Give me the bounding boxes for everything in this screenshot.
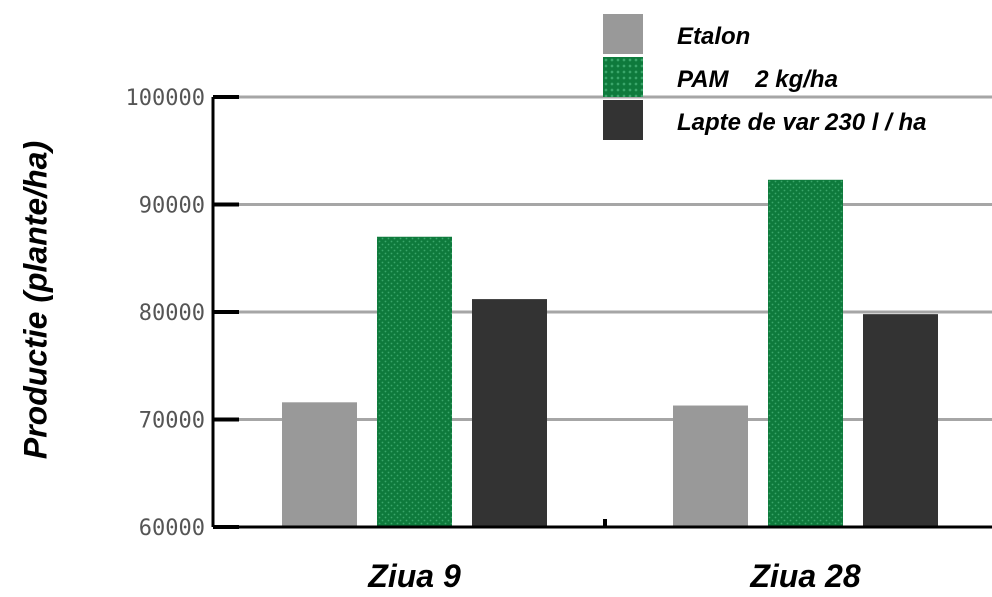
y-tick-label: 80000 <box>139 301 205 326</box>
x-category-labels: Ziua 9 Ziua 28 <box>367 558 861 594</box>
y-tick-label: 60000 <box>139 516 205 541</box>
y-tick-labels: 60000 70000 80000 90000 100000 <box>126 86 205 541</box>
bar-2-1 <box>377 236 452 527</box>
bar-3-1 <box>472 299 547 527</box>
axes <box>211 95 992 529</box>
legend-swatch-etalon <box>603 14 643 54</box>
bar-2-2 <box>768 179 843 527</box>
legend-label-lapte-de-var: Lapte de var 230 l / ha <box>677 109 927 136</box>
legend-label-pam: PAM 2 kg/ha <box>677 66 838 93</box>
bar-3-2 <box>863 314 938 527</box>
legend-swatch-lapte-de-var <box>603 100 643 140</box>
bar-1-2 <box>673 405 748 527</box>
y-axis-label: Productie (plante/ha) <box>17 140 54 460</box>
legend-swatch-pam <box>603 57 643 97</box>
gridlines <box>213 95 992 421</box>
bar-1-1 <box>282 402 357 527</box>
y-tick-label: 70000 <box>139 409 205 434</box>
y-tick-label: 90000 <box>139 194 205 219</box>
bars <box>282 179 938 527</box>
x-category-label: Ziua 28 <box>749 558 860 594</box>
legend-label-etalon: Etalon <box>677 23 751 50</box>
x-category-label: Ziua 9 <box>367 558 461 594</box>
y-tick-label: 100000 <box>126 86 205 111</box>
